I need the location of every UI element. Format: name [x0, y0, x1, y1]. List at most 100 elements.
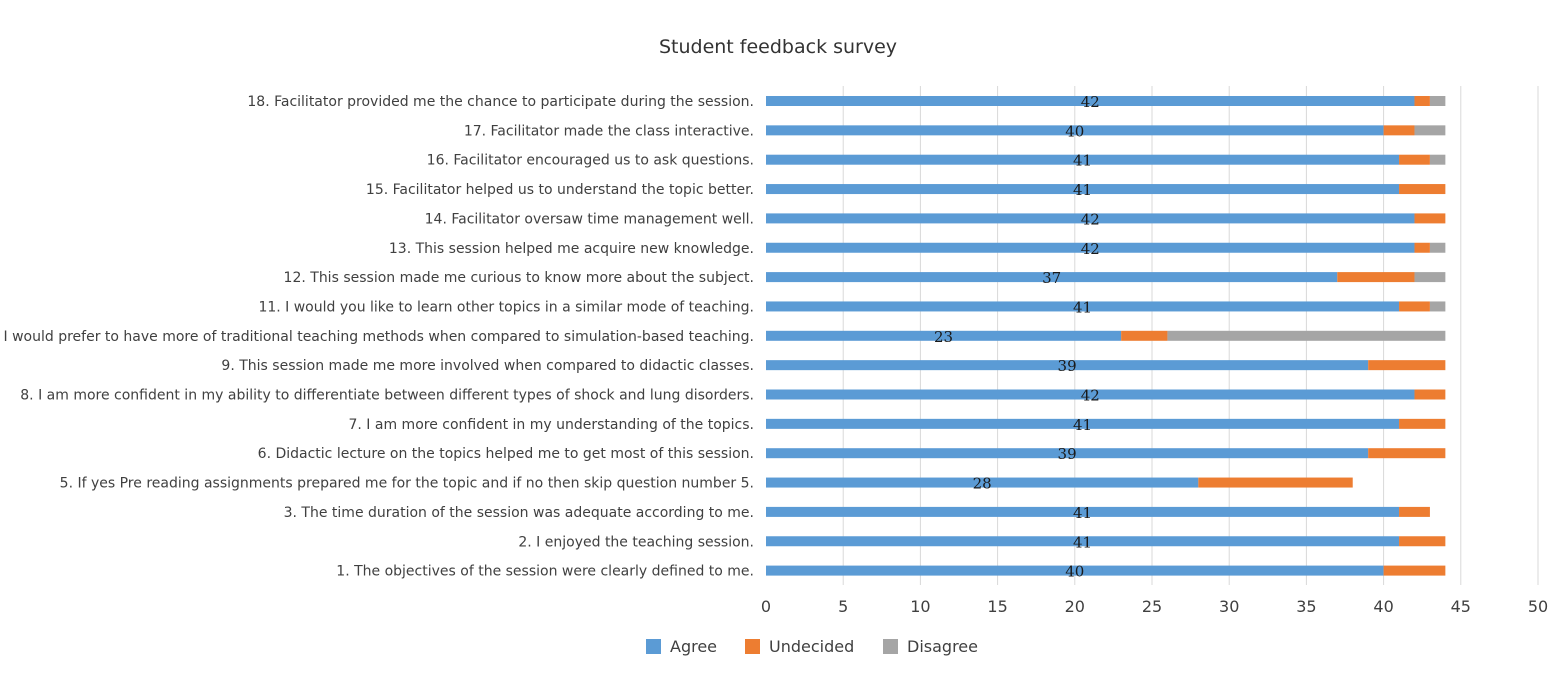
bar-undecided	[1399, 184, 1446, 195]
bar-undecided	[1383, 565, 1446, 576]
bar-agree	[766, 242, 1415, 253]
category-label: 16. Facilitator encouraged us to ask que…	[427, 153, 754, 169]
category-label: 5. If yes Pre reading assignments prepar…	[60, 476, 754, 492]
data-label: 23	[934, 328, 953, 346]
bar-disagree	[1167, 330, 1446, 341]
data-label: 40	[1065, 563, 1084, 581]
category-label: 13. This session helped me acquire new k…	[389, 241, 754, 257]
data-label: 37	[1042, 269, 1061, 287]
data-label: 39	[1058, 357, 1077, 375]
bar-agree	[766, 448, 1369, 459]
x-tick-label: 15	[987, 597, 1007, 616]
bar-undecided	[1383, 125, 1415, 136]
bar-undecided	[1368, 360, 1446, 371]
bar-undecided	[1399, 506, 1430, 517]
x-tick-label: 10	[910, 597, 930, 616]
data-label: 42	[1081, 240, 1100, 258]
x-tick-label: 0	[761, 597, 771, 616]
bar-disagree	[1429, 154, 1446, 165]
bar-agree	[766, 125, 1384, 136]
legend-swatch-undecided	[745, 639, 760, 654]
x-tick-label: 5	[838, 597, 848, 616]
legend: Agree Undecided Disagree	[646, 637, 978, 656]
data-label: 28	[973, 475, 992, 493]
category-label: 9. This session made me more involved wh…	[221, 358, 754, 374]
bar-undecided	[1337, 272, 1415, 283]
bar-agree	[766, 96, 1415, 106]
data-label: 41	[1073, 298, 1092, 316]
data-label: 41	[1073, 533, 1092, 551]
legend-swatch-disagree	[883, 639, 898, 654]
data-label: 40	[1065, 122, 1084, 140]
bar-undecided	[1121, 330, 1168, 341]
bar-agree	[766, 184, 1400, 195]
category-label: 1. The objectives of the session were cl…	[336, 564, 754, 580]
bar-undecided	[1414, 389, 1446, 400]
bar-agree	[766, 506, 1400, 517]
data-label: 39	[1058, 445, 1077, 463]
category-label: 12. This session made me curious to know…	[284, 270, 754, 286]
category-label: 3. The time duration of the session was …	[284, 505, 754, 521]
data-label: 42	[1081, 93, 1100, 111]
legend-swatch-agree	[646, 639, 661, 654]
bar-agree	[766, 536, 1400, 547]
bar-undecided	[1368, 448, 1446, 459]
bar-agree	[766, 418, 1400, 429]
data-label: 41	[1073, 181, 1092, 199]
bar-disagree	[1429, 242, 1446, 253]
bar-undecided	[1198, 477, 1353, 488]
bar-undecided	[1414, 213, 1446, 224]
category-label: 6. Didactic lecture on the topics helped…	[258, 446, 754, 462]
category-label: 11. I would you like to learn other topi…	[258, 299, 754, 315]
bar-disagree	[1429, 96, 1446, 106]
bar-undecided	[1399, 536, 1446, 547]
bar-agree	[766, 213, 1415, 224]
bar-disagree	[1414, 272, 1446, 283]
bar-agree	[766, 477, 1199, 488]
legend-label-disagree: Disagree	[907, 637, 978, 656]
bar-undecided	[1414, 96, 1430, 106]
data-label: 41	[1073, 504, 1092, 522]
legend-label-undecided: Undecided	[769, 637, 854, 656]
data-label: 42	[1081, 387, 1100, 405]
x-tick-label: 45	[1451, 597, 1471, 616]
bar-agree	[766, 154, 1400, 165]
x-tick-label: 40	[1373, 597, 1393, 616]
bar-undecided	[1399, 154, 1430, 165]
x-tick-label: 35	[1296, 597, 1316, 616]
x-axis-ticks: 0 5 10 15 20 25 30 35 40 45 50	[761, 597, 1548, 616]
x-tick-label: 20	[1065, 597, 1085, 616]
bar-disagree	[1429, 301, 1446, 312]
bar-agree	[766, 330, 1122, 341]
bars	[766, 96, 1446, 576]
bar-agree	[766, 272, 1338, 283]
category-label: 14. Facilitator oversaw time management …	[425, 211, 754, 227]
category-label: 2. I enjoyed the teaching session.	[518, 534, 754, 550]
bar-disagree	[1414, 125, 1446, 136]
bar-undecided	[1414, 242, 1430, 253]
category-label: 10. I would prefer to have more of tradi…	[0, 329, 754, 345]
category-label: 17. Facilitator made the class interacti…	[464, 123, 754, 139]
category-label: 8. I am more confident in my ability to …	[20, 388, 754, 404]
bar-agree	[766, 360, 1369, 371]
data-label: 41	[1073, 416, 1092, 434]
x-tick-label: 25	[1142, 597, 1162, 616]
bar-agree	[766, 565, 1384, 576]
data-label: 42	[1081, 210, 1100, 228]
category-labels: 18. Facilitator provided me the chance t…	[0, 94, 754, 580]
bar-undecided	[1399, 418, 1446, 429]
bar-agree	[766, 301, 1400, 312]
bar-undecided	[1399, 301, 1430, 312]
data-label: 41	[1073, 152, 1092, 170]
category-label: 18. Facilitator provided me the chance t…	[247, 94, 754, 110]
bar-agree	[766, 389, 1415, 400]
category-label: 7. I am more confident in my understandi…	[349, 417, 755, 433]
x-tick-label: 50	[1528, 597, 1548, 616]
chart-title: Student feedback survey	[659, 36, 897, 58]
x-tick-label: 30	[1219, 597, 1239, 616]
category-label: 15. Facilitator helped us to understand …	[366, 182, 754, 198]
legend-label-agree: Agree	[670, 637, 717, 656]
